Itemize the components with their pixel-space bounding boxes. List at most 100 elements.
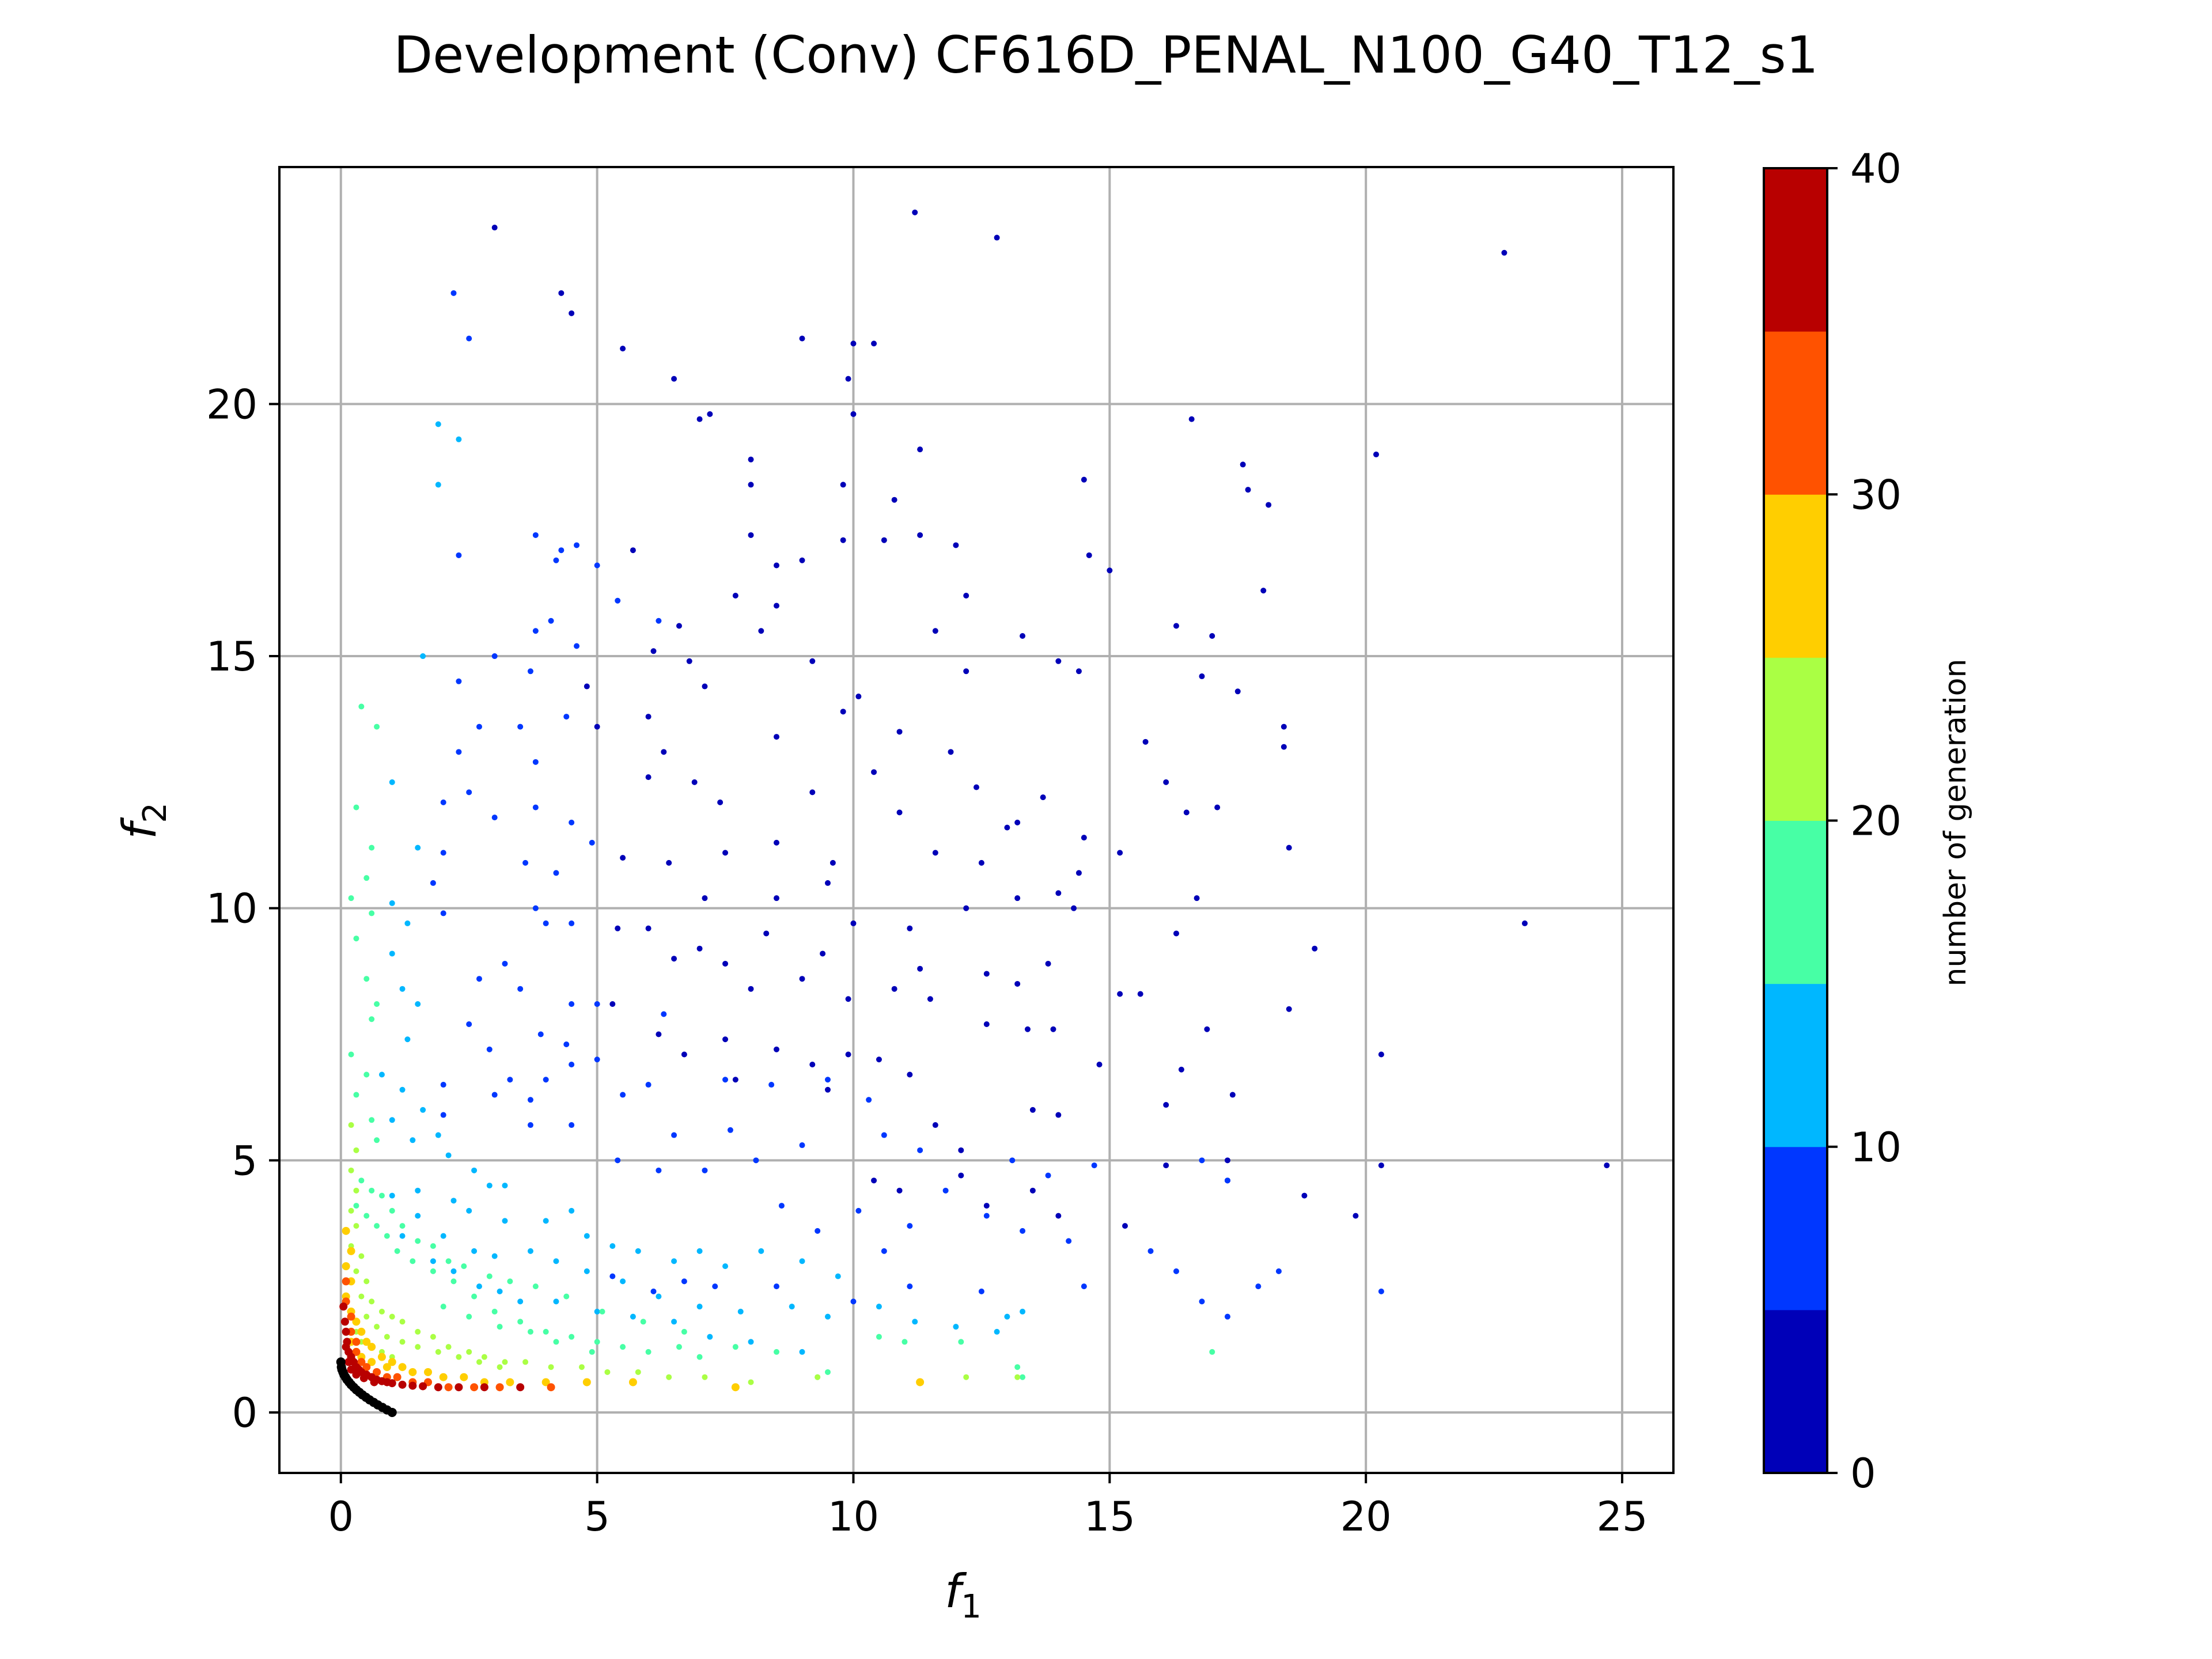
data-point — [389, 1207, 395, 1214]
data-point — [440, 850, 446, 856]
data-point — [1178, 1066, 1184, 1073]
data-point — [696, 1304, 703, 1310]
data-point — [424, 1368, 433, 1376]
data-point — [1224, 1177, 1230, 1184]
data-point — [1183, 809, 1190, 816]
data-point — [994, 1328, 1000, 1335]
data-point — [650, 648, 657, 654]
data-point — [369, 1187, 375, 1194]
data-point — [359, 1374, 368, 1382]
data-point — [645, 925, 652, 931]
data-point — [532, 628, 539, 634]
data-point — [1301, 1192, 1308, 1199]
data-point — [497, 1324, 503, 1330]
data-point — [594, 1056, 600, 1063]
data-point — [881, 537, 887, 543]
data-point — [635, 1248, 641, 1254]
data-point — [824, 880, 831, 886]
data-point — [845, 996, 851, 1002]
data-point — [845, 1051, 851, 1058]
data-point — [1081, 476, 1087, 483]
data-point — [609, 1243, 616, 1249]
x-axis-ticks: 0 5 10 15 20 25 — [328, 1473, 1648, 1540]
data-point — [569, 819, 575, 825]
data-point — [891, 986, 897, 992]
data-point — [466, 789, 472, 796]
data-point — [696, 416, 703, 422]
data-point — [378, 1071, 385, 1078]
data-point — [686, 658, 692, 664]
data-point — [353, 1187, 359, 1194]
data-point — [460, 1373, 468, 1381]
data-point — [876, 1056, 882, 1063]
data-point — [456, 552, 462, 558]
data-point — [569, 310, 575, 316]
colorbar-tick-label: 10 — [1850, 1124, 1902, 1171]
data-point — [348, 1051, 354, 1058]
data-point — [778, 1203, 785, 1209]
data-point — [732, 592, 738, 599]
data-point — [516, 1383, 525, 1392]
data-point — [963, 905, 969, 911]
data-point — [398, 1380, 407, 1389]
data-point — [774, 839, 780, 846]
data-point — [881, 1132, 887, 1138]
data-point — [353, 1268, 359, 1274]
data-point — [440, 1304, 446, 1310]
data-point — [584, 1233, 590, 1239]
data-point — [932, 1122, 938, 1128]
data-point — [656, 618, 662, 624]
data-point — [532, 532, 539, 538]
data-point — [645, 714, 652, 720]
colorbar-band — [1764, 657, 1827, 821]
data-point — [388, 1379, 396, 1388]
data-point — [389, 1192, 395, 1199]
data-point — [445, 1258, 452, 1264]
data-point — [543, 1328, 549, 1335]
data-point — [362, 1338, 371, 1346]
data-point — [691, 779, 698, 785]
data-point — [748, 532, 754, 538]
data-point — [450, 1268, 457, 1274]
data-point — [717, 799, 724, 805]
data-point — [558, 290, 565, 296]
data-point — [420, 653, 426, 660]
data-point — [1199, 1298, 1205, 1305]
data-point — [537, 1031, 544, 1037]
data-point — [1224, 1157, 1230, 1164]
data-point — [963, 592, 969, 599]
colorbar-tick-label: 30 — [1850, 471, 1902, 518]
data-point — [358, 1293, 365, 1300]
data-point — [497, 1364, 503, 1370]
data-point — [430, 1268, 436, 1274]
data-point — [604, 1369, 611, 1375]
data-point — [388, 1358, 396, 1366]
data-point — [353, 1092, 359, 1098]
data-point — [481, 1354, 487, 1360]
data-point — [727, 1127, 733, 1133]
data-point — [799, 557, 805, 563]
data-point — [1096, 1062, 1103, 1068]
data-point — [748, 456, 754, 463]
data-point — [907, 1223, 913, 1229]
data-point — [1020, 1308, 1026, 1315]
data-point — [466, 1313, 472, 1320]
data-point — [1204, 1026, 1210, 1032]
data-point — [789, 1304, 795, 1310]
data-point — [902, 1339, 908, 1345]
data-point — [1014, 1364, 1021, 1370]
data-point — [927, 996, 933, 1002]
data-point — [430, 1258, 436, 1264]
data-point — [404, 920, 411, 926]
data-point — [558, 547, 565, 554]
data-point — [450, 290, 457, 296]
data-point — [845, 376, 851, 382]
data-point — [948, 749, 954, 755]
data-point — [615, 925, 621, 931]
data-point — [620, 1278, 626, 1285]
data-point — [348, 1207, 354, 1214]
data-point — [758, 1248, 764, 1254]
data-point — [850, 920, 857, 926]
data-point — [963, 1374, 969, 1380]
data-point — [358, 703, 365, 710]
